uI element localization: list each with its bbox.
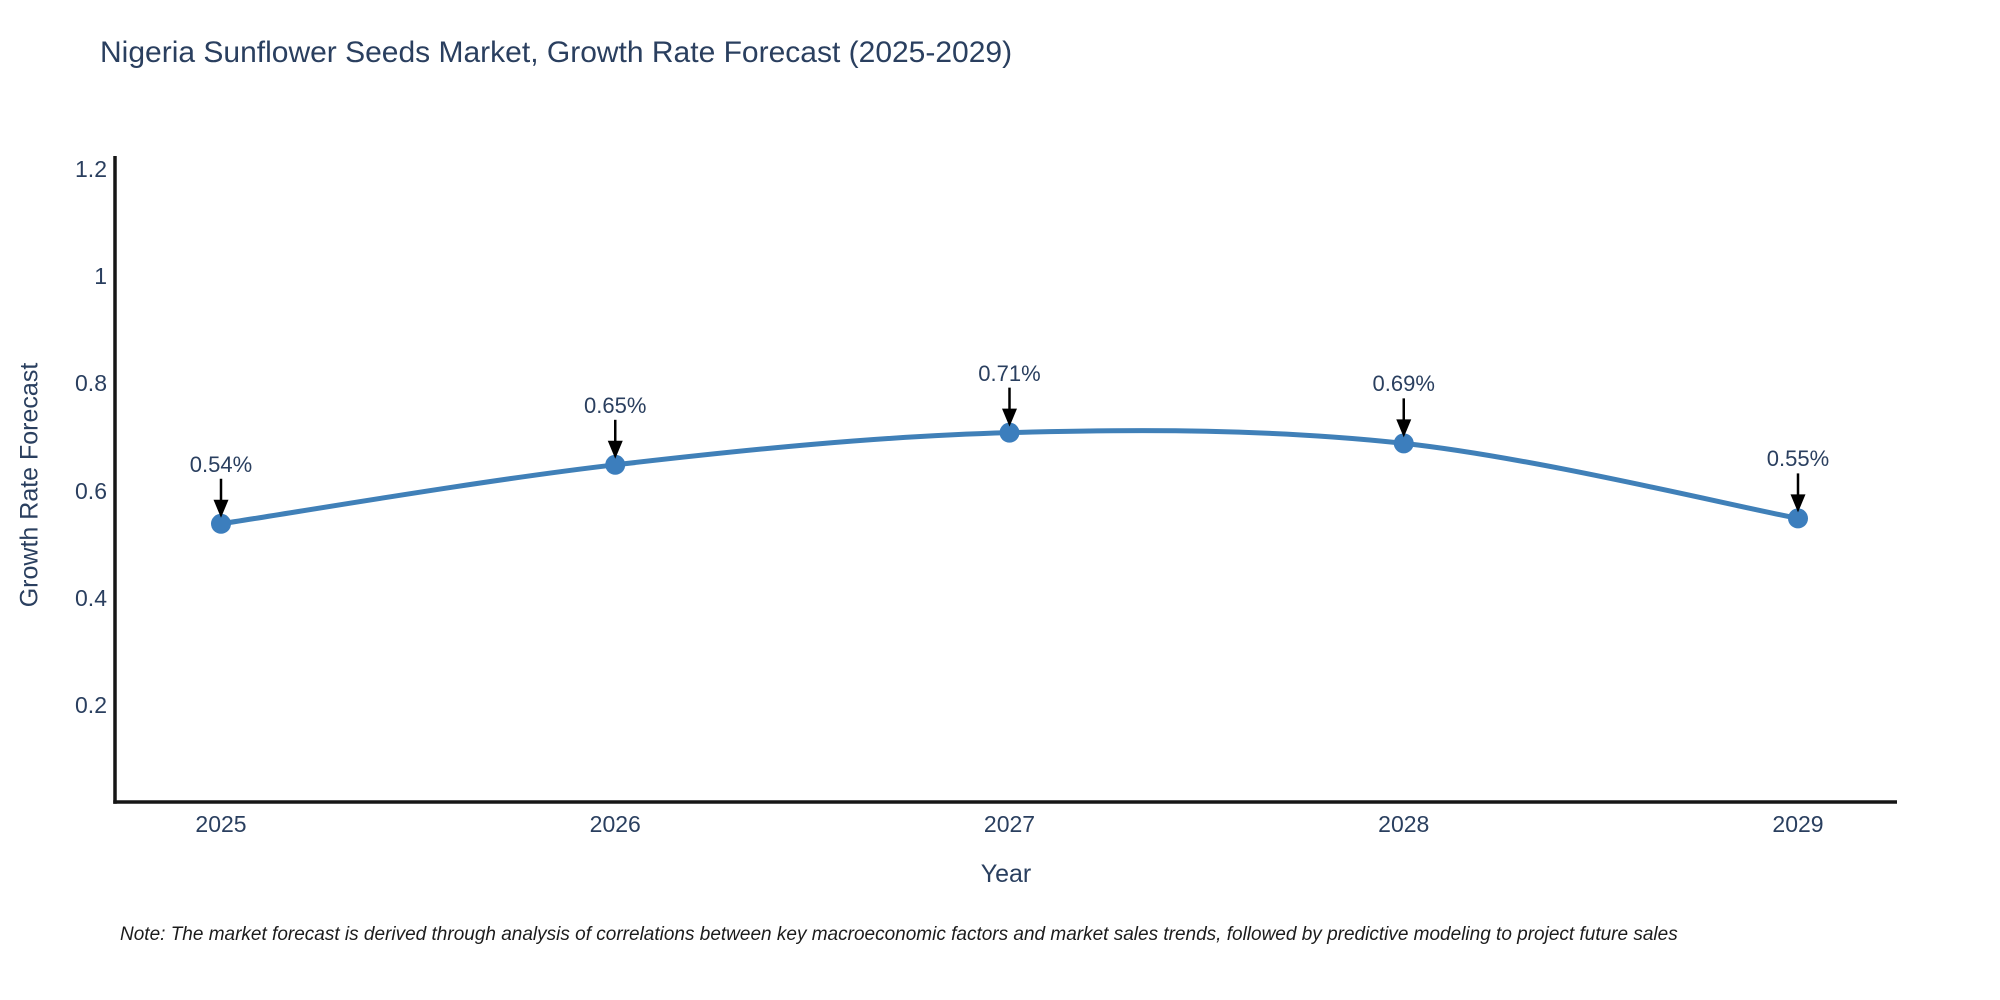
x-axis-title: Year bbox=[980, 860, 1032, 888]
x-tick-label: 2027 bbox=[983, 811, 1036, 837]
y-tick-label: 0.8 bbox=[75, 370, 107, 397]
annotation-arrow-head bbox=[1790, 494, 1806, 513]
y-tick-label: 0.4 bbox=[75, 584, 107, 611]
point-annotation: 0.54% bbox=[189, 451, 253, 477]
point-annotation: 0.65% bbox=[584, 392, 647, 418]
y-tick-label: 1 bbox=[94, 263, 107, 290]
data-point-marker bbox=[605, 454, 626, 475]
trend-line bbox=[220, 428, 1799, 527]
annotation-arrow-head bbox=[1396, 419, 1412, 438]
point-annotation: 0.71% bbox=[978, 360, 1041, 386]
x-tick-label: 2029 bbox=[1772, 811, 1824, 837]
data-point-marker bbox=[211, 513, 231, 534]
y-tick-label: 0.6 bbox=[75, 477, 107, 504]
y-tick-label: 1.2 bbox=[75, 156, 107, 182]
annotation-arrow-head bbox=[1002, 408, 1017, 427]
annotation-arrow-head bbox=[213, 499, 229, 518]
x-tick-label: 2028 bbox=[1378, 811, 1430, 837]
point-annotation: 0.55% bbox=[1766, 446, 1830, 472]
chart-title: Nigeria Sunflower Seeds Market, Growth R… bbox=[100, 36, 1013, 69]
footnote: Note: The market forecast is derived thr… bbox=[120, 924, 1678, 945]
point-annotation: 0.69% bbox=[1372, 371, 1435, 397]
data-point-marker bbox=[1393, 433, 1414, 454]
x-tick-label: 2025 bbox=[195, 811, 247, 837]
y-tick-label: 0.2 bbox=[75, 692, 107, 718]
annotation-arrow-head bbox=[607, 440, 623, 459]
data-point-marker bbox=[999, 422, 1020, 443]
x-tick-label: 2026 bbox=[589, 811, 641, 837]
data-point-marker bbox=[1788, 508, 1808, 529]
